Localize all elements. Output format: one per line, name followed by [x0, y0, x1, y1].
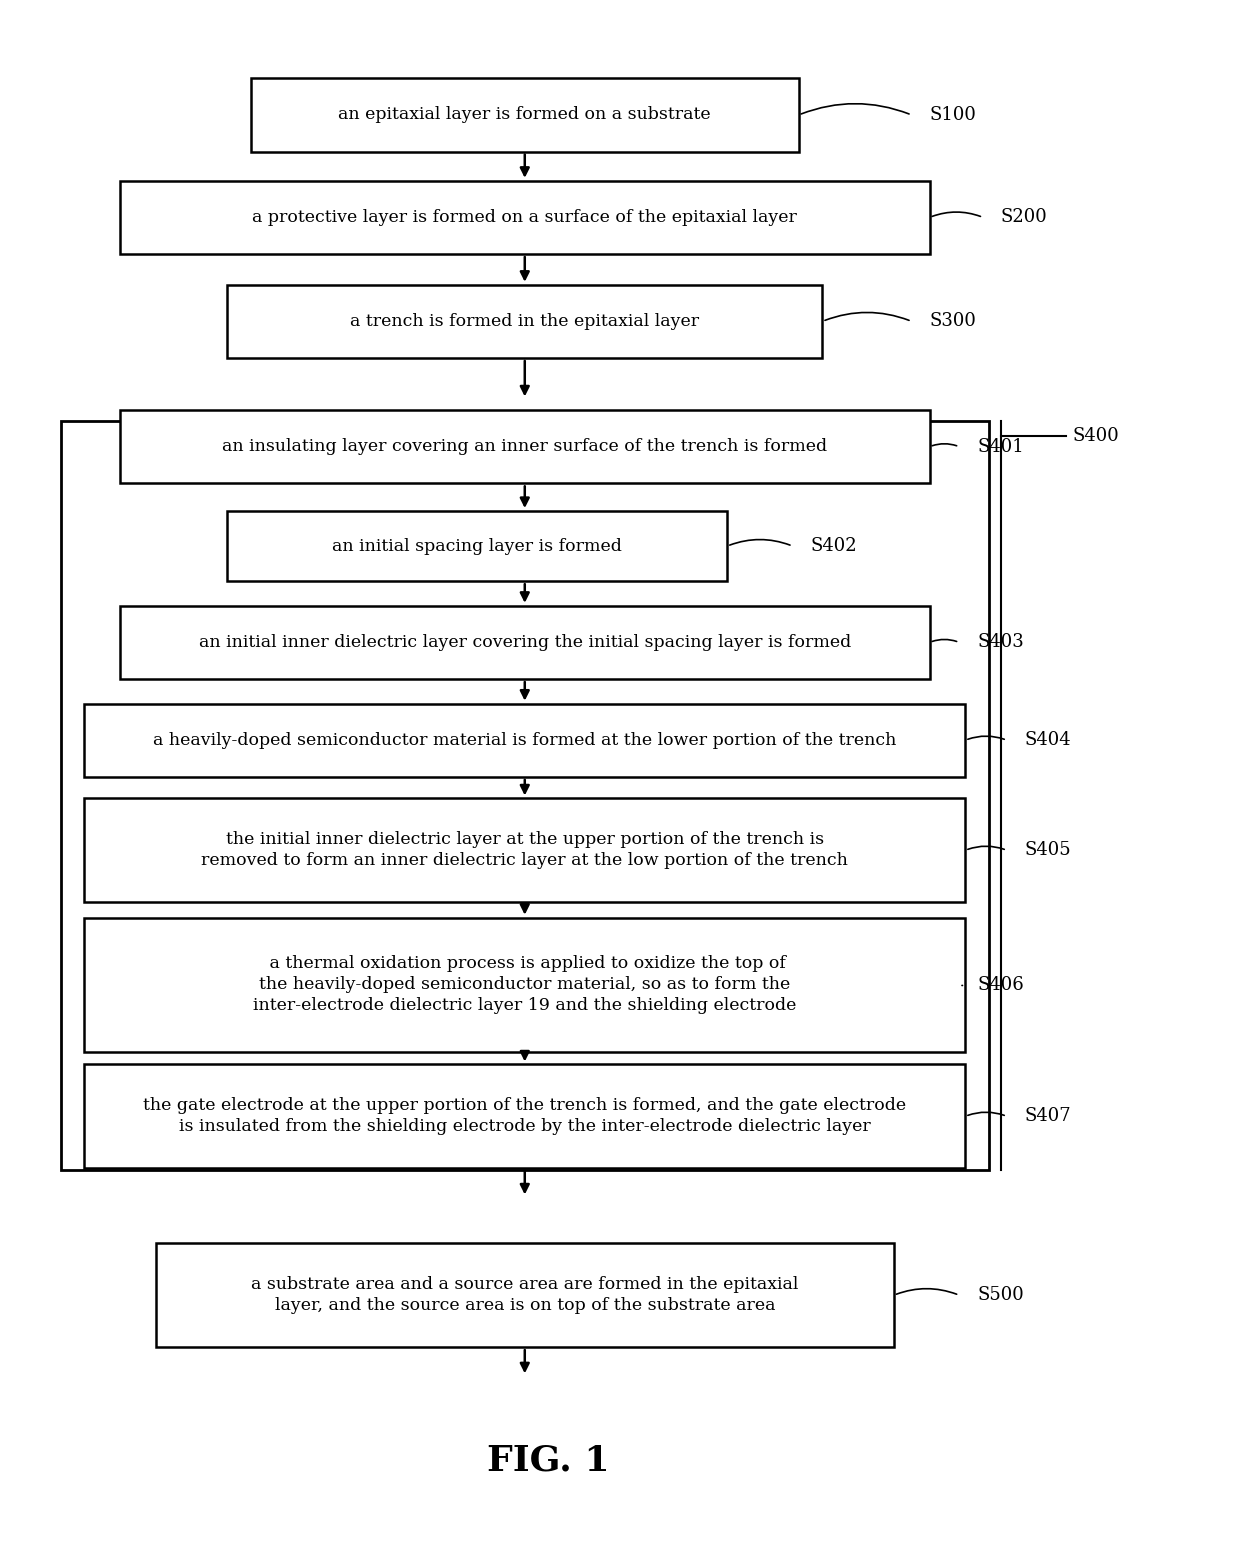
Bar	[227, 284, 822, 359]
Text: an epitaxial layer is formed on a substrate: an epitaxial layer is formed on a substr…	[339, 106, 711, 123]
Bar	[120, 605, 930, 679]
Text: a heavily-doped semiconductor material is formed at the lower portion of the tre: a heavily-doped semiconductor material i…	[153, 732, 897, 749]
Text: a thermal oxidation process is applied to oxidize the top of
the heavily-doped s: a thermal oxidation process is applied t…	[253, 955, 796, 1014]
Text: S300: S300	[930, 312, 976, 331]
Text: an initial spacing layer is formed: an initial spacing layer is formed	[332, 538, 622, 555]
Text: S200: S200	[1001, 209, 1048, 226]
Bar	[61, 421, 990, 1170]
Bar	[120, 410, 930, 484]
Text: S405: S405	[1024, 841, 1071, 860]
Text: FIG. 1: FIG. 1	[487, 1443, 610, 1477]
Text: S406: S406	[977, 977, 1024, 994]
Bar	[120, 181, 930, 254]
Text: S401: S401	[977, 438, 1024, 456]
Text: the initial inner dielectric layer at the upper portion of the trench is
removed: the initial inner dielectric layer at th…	[201, 831, 848, 869]
Text: a protective layer is formed on a surface of the epitaxial layer: a protective layer is formed on a surfac…	[252, 209, 797, 226]
Text: S400: S400	[1073, 427, 1120, 445]
Bar	[84, 704, 965, 777]
Bar	[156, 1243, 894, 1348]
Text: S407: S407	[1024, 1108, 1071, 1125]
Text: S404: S404	[1024, 732, 1071, 749]
Text: S500: S500	[977, 1285, 1024, 1304]
Text: a substrate area and a source area are formed in the epitaxial
layer, and the so: a substrate area and a source area are f…	[250, 1276, 799, 1314]
Text: S402: S402	[811, 537, 857, 555]
Bar	[84, 799, 965, 902]
Text: S403: S403	[977, 633, 1024, 652]
Bar	[227, 512, 727, 582]
Text: a trench is formed in the epitaxial layer: a trench is formed in the epitaxial laye…	[350, 314, 699, 329]
Text: an initial inner dielectric layer covering the initial spacing layer is formed: an initial inner dielectric layer coveri…	[198, 633, 851, 651]
Bar	[84, 1064, 965, 1168]
Bar	[84, 917, 965, 1051]
Text: S100: S100	[930, 106, 976, 123]
Text: an insulating layer covering an inner surface of the trench is formed: an insulating layer covering an inner su…	[222, 438, 827, 456]
Text: the gate electrode at the upper portion of the trench is formed, and the gate el: the gate electrode at the upper portion …	[143, 1097, 906, 1136]
Bar	[250, 78, 799, 151]
